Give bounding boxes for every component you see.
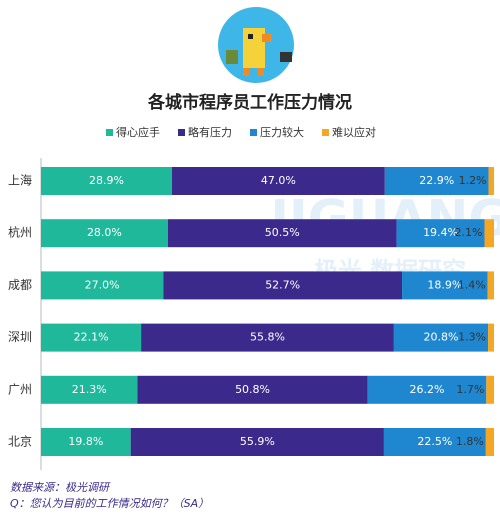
bar-segment <box>484 219 494 248</box>
bar-segment <box>487 271 494 300</box>
bar-segment <box>488 323 494 352</box>
legend-label: 难以应对 <box>332 125 376 139</box>
chart-title: 各城市程序员工作压力情况 <box>147 92 352 113</box>
data-label: 1.8% <box>456 435 484 448</box>
bar-segment <box>137 375 368 404</box>
legend-label: 得心应手 <box>116 125 160 139</box>
data-label: 27.0% <box>85 278 120 291</box>
data-label: 1.3% <box>458 331 486 344</box>
data-label: 50.5% <box>265 226 300 239</box>
bar-segment <box>41 323 142 352</box>
footnote: Q：您认为目前的工作情况如何？（SA） <box>10 497 209 510</box>
bar-segment <box>163 271 403 300</box>
bar-segment <box>402 271 488 300</box>
bar-segment <box>396 219 485 248</box>
bar-segment <box>393 323 489 352</box>
bar-segment <box>130 428 384 456</box>
data-label: 28.0% <box>87 226 122 239</box>
bar-segment <box>167 219 397 248</box>
y-tick-label: 北京 <box>8 435 32 449</box>
data-label: 55.8% <box>250 331 285 344</box>
legend-swatch <box>178 129 185 136</box>
data-label: 22.1% <box>74 331 109 344</box>
data-label: 47.0% <box>261 174 296 187</box>
y-tick-label: 上海 <box>8 173 32 188</box>
data-label: 1.7% <box>456 383 484 396</box>
bar-segment <box>171 167 385 195</box>
legend-swatch <box>250 129 257 136</box>
data-label: 21.3% <box>72 383 107 396</box>
bar-segment <box>383 428 486 456</box>
data-label: 50.8% <box>235 383 270 396</box>
data-label: 19.8% <box>68 435 103 448</box>
data-label: 28.9% <box>89 174 124 187</box>
data-label: 18.9% <box>427 278 462 291</box>
legend-label: 略有压力 <box>188 125 232 139</box>
footnote: 数据来源：极光调研 <box>10 481 111 494</box>
bar-segment <box>41 167 172 195</box>
data-label: 1.4% <box>458 278 486 291</box>
data-label: 22.9% <box>419 174 454 187</box>
data-label: 19.4% <box>423 226 458 239</box>
data-label: 20.8% <box>424 331 459 344</box>
bar-segment <box>141 323 394 352</box>
bar-segment <box>485 428 494 456</box>
data-label: 1.2% <box>459 174 487 187</box>
bar-segment <box>41 219 168 248</box>
data-label: 26.2% <box>409 383 444 396</box>
data-label: 2.1% <box>455 226 483 239</box>
legend-swatch <box>322 129 329 136</box>
bar-segment <box>41 428 131 456</box>
bar-segment <box>41 375 138 404</box>
bar-segment <box>486 375 494 404</box>
y-tick-label: 深圳 <box>8 330 32 344</box>
data-label: 22.5% <box>417 435 452 448</box>
bar-segment <box>41 271 164 300</box>
bar-segment <box>367 375 487 404</box>
bar-segment <box>488 167 494 195</box>
legend-swatch <box>106 129 113 136</box>
data-label: 55.9% <box>240 435 275 448</box>
data-label: 52.7% <box>265 278 300 291</box>
y-tick-label: 成都 <box>8 278 32 292</box>
logo-icon <box>218 7 294 83</box>
y-tick-label: 广州 <box>8 382 32 396</box>
y-tick-label: 杭州 <box>8 225 32 240</box>
bar-segment <box>384 167 489 195</box>
legend-label: 压力较大 <box>260 125 304 139</box>
